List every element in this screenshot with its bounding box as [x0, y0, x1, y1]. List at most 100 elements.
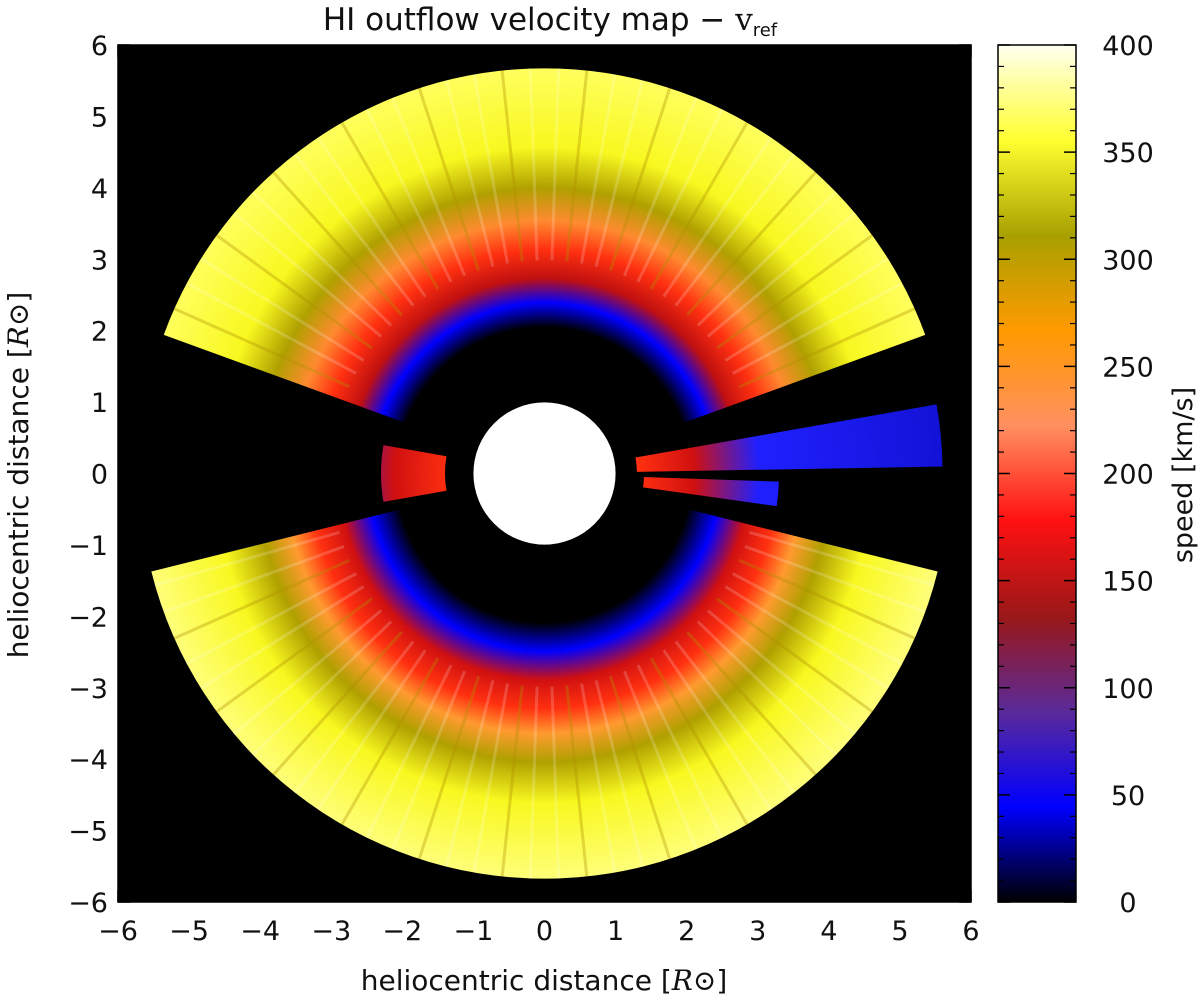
y-tick-label: 2: [91, 317, 108, 348]
ray-streak: [154, 530, 340, 587]
ray-streak: [200, 585, 365, 690]
x-tick-label: 6: [962, 916, 979, 947]
ray-streak: [749, 530, 935, 587]
colorbar-tick-label: 300: [1102, 245, 1154, 276]
ray-streak: [732, 281, 903, 375]
x-tick-label: −2: [382, 916, 422, 947]
y-tick-label: 0: [91, 460, 108, 491]
ray-streak: [608, 87, 672, 272]
ray-streak: [163, 545, 345, 614]
colorbar-tick-label: 150: [1102, 567, 1154, 598]
ray-streak: [649, 121, 749, 290]
x-tick-label: −4: [240, 916, 280, 947]
y-tick-label: 3: [91, 245, 108, 276]
colorbar-ticks: 0 50 100 150 200 250 300 350 400: [998, 31, 1154, 919]
x-tick-label: −5: [169, 916, 209, 947]
ray-streak: [316, 649, 427, 811]
ray-streak: [340, 121, 440, 290]
ray-streak: [550, 68, 561, 261]
ray-streak: [724, 585, 889, 690]
ray-streak: [272, 630, 403, 776]
ray-streak: [445, 79, 495, 267]
chart-title: HI outflow velocity map − vref: [323, 2, 778, 41]
ray-streak: [649, 657, 749, 826]
occulter-disk: [473, 402, 616, 545]
x-tick-label: −6: [98, 916, 138, 947]
ray-streak: [674, 153, 796, 307]
ray-streak: [500, 685, 524, 877]
ray-streak: [696, 190, 838, 327]
y-tick-label: 4: [91, 174, 108, 205]
ray-streak: [417, 675, 481, 860]
velocity-sectors: [151, 68, 943, 879]
y-axis-ticks: 6 5 4 3 2 1 0 −1 −2 −3 −4 −5 −6: [68, 31, 971, 919]
ray-streak: [340, 657, 440, 826]
y-tick-label: −2: [68, 602, 108, 633]
ray-streak: [550, 686, 561, 879]
ray-streak: [636, 108, 724, 283]
ray-streak: [716, 234, 874, 350]
x-tick-label: 2: [678, 916, 695, 947]
x-axis-ticks: −6 −5 −4 −3 −2 −1 0 1 2 3 4 5 6: [98, 45, 980, 947]
y-tick-label: −4: [68, 745, 108, 776]
ray-streak: [186, 572, 357, 666]
colorbar-tick-label: 250: [1102, 352, 1154, 383]
ray-streak: [251, 620, 393, 757]
velocity-sector: [381, 445, 447, 502]
ray-streak: [686, 630, 817, 776]
ray-streak: [186, 281, 357, 375]
plot-area: −6 −5 −4 −3 −2 −1 0 1 2 3 4 5 6 6 5 4 3 2 1 0 −1 −2 −3 −4 −5 −6: [68, 31, 979, 947]
ray-streak: [622, 670, 698, 850]
y-tick-label: 6: [91, 31, 108, 62]
x-tick-label: 0: [536, 916, 553, 947]
ray-streak: [744, 545, 926, 614]
ray-streak: [472, 683, 509, 873]
x-tick-label: −1: [454, 916, 494, 947]
x-tick-label: 5: [891, 916, 908, 947]
ray-streak: [391, 670, 467, 850]
ray-streak: [580, 74, 617, 264]
ray-streak: [472, 74, 509, 264]
colorbar-tick-label: 50: [1111, 781, 1145, 812]
x-tick-label: −3: [311, 916, 351, 947]
ray-streak: [528, 686, 539, 879]
ray-streak: [738, 307, 916, 389]
colorbar-tick-label: 200: [1102, 460, 1154, 491]
ray-streak: [215, 597, 373, 713]
y-tick-label: −1: [68, 531, 108, 562]
ray-streak: [173, 558, 351, 640]
colorbar-tick-label: 100: [1102, 674, 1154, 705]
ray-streak: [706, 211, 856, 338]
ray-streak: [391, 97, 467, 277]
ray-streak: [316, 136, 427, 298]
velocity-sector: [643, 476, 779, 507]
ray-streak: [251, 190, 393, 327]
ray-streak: [622, 97, 698, 277]
ray-streak: [565, 70, 589, 262]
ray-streak: [716, 597, 874, 713]
ray-streak: [662, 136, 773, 298]
ray-streak: [636, 664, 724, 839]
ray-streak: [565, 685, 589, 877]
colorbar-label: speed [km/s]: [1168, 387, 1199, 563]
y-tick-label: −5: [68, 817, 108, 848]
ray-streak: [738, 558, 916, 640]
ray-streak: [732, 572, 903, 666]
colorbar: 0 50 100 150 200 250 300 350 400 speed [km/s]: [997, 31, 1199, 919]
colorbar-tick-label: 350: [1102, 138, 1154, 169]
y-tick-label: −3: [68, 674, 108, 705]
x-tick-label: 1: [607, 916, 624, 947]
ray-streak: [674, 640, 796, 794]
ray-streak: [528, 68, 539, 261]
y-tick-label: 5: [91, 102, 108, 133]
y-tick-label: 1: [91, 388, 108, 419]
colorbar-tick-label: 400: [1102, 31, 1154, 62]
y-axis-label: heliocentric distance [R⊙]: [2, 292, 35, 659]
ray-streak: [724, 257, 889, 362]
colorbar-tick-label: 0: [1119, 888, 1136, 919]
ray-streak: [500, 70, 524, 262]
x-tick-label: 3: [749, 916, 766, 947]
ray-streak: [594, 680, 644, 868]
x-tick-label: 4: [820, 916, 837, 947]
